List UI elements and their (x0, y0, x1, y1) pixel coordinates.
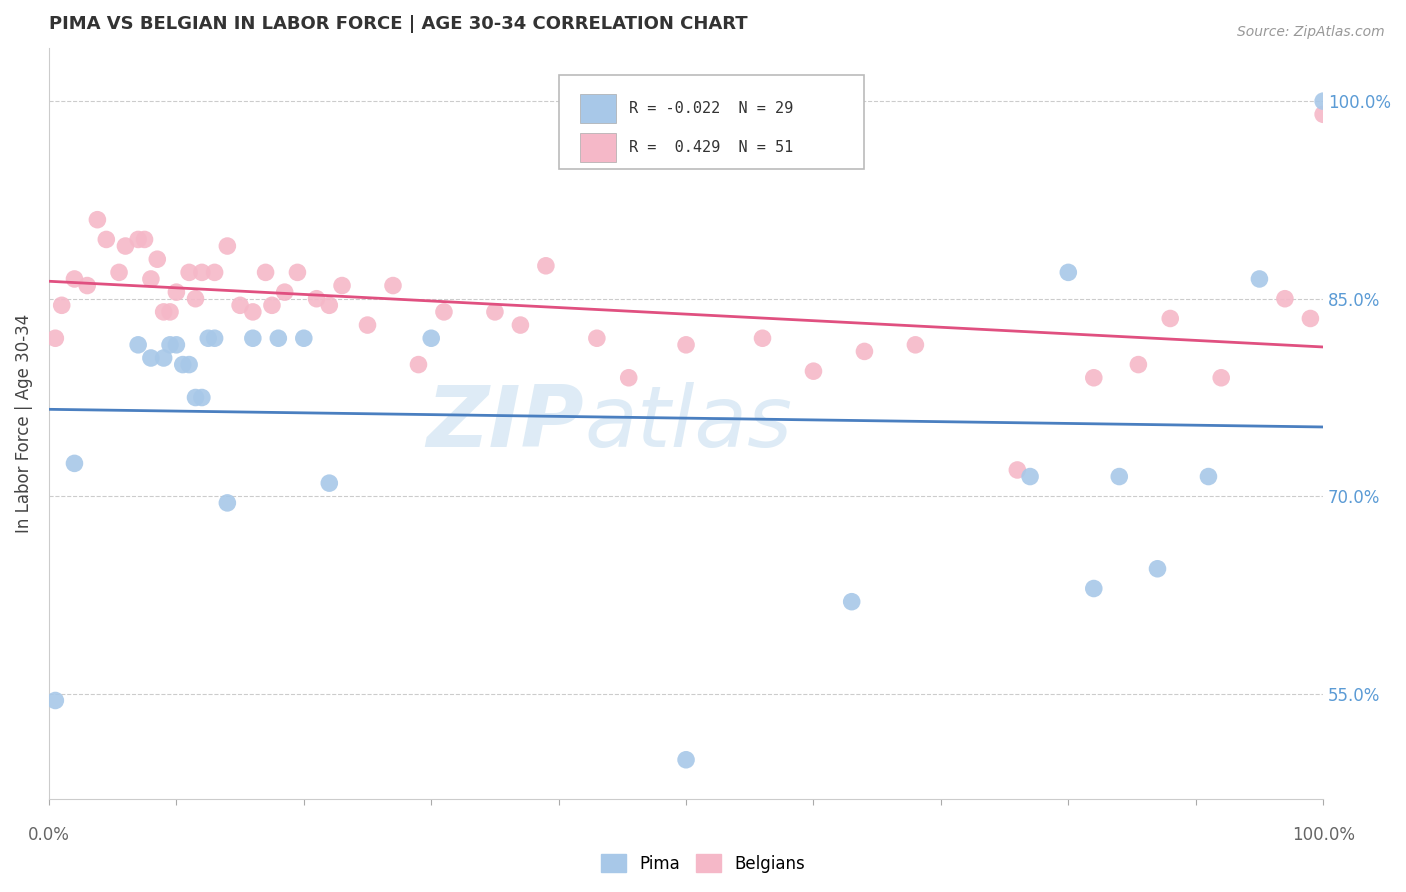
Point (1019, 469, 1042, 483)
Point (114, 239, 136, 253)
Text: PIMA VS BELGIAN IN LABOR FORCE | AGE 30-34 CORRELATION CHART: PIMA VS BELGIAN IN LABOR FORCE | AGE 30-… (49, 15, 748, 33)
Point (408, 358, 430, 372)
Point (217, 239, 239, 253)
Point (96, 232, 118, 246)
Point (1083, 582, 1105, 596)
Point (1128, 358, 1150, 372)
Point (242, 305, 264, 319)
Point (751, 331, 773, 345)
Point (1312, 107, 1334, 121)
Point (1108, 469, 1130, 483)
Point (1299, 311, 1322, 326)
Point (127, 338, 149, 352)
Point (172, 358, 194, 372)
Point (420, 331, 443, 345)
Point (179, 265, 201, 279)
Point (509, 318, 531, 332)
Point (44, 331, 66, 345)
Point (287, 265, 309, 279)
Point (134, 232, 156, 246)
Point (217, 496, 239, 510)
Text: Source: ZipAtlas.com: Source: ZipAtlas.com (1237, 25, 1385, 39)
Point (146, 252, 169, 267)
Point (204, 265, 226, 279)
Point (159, 338, 181, 352)
Point (433, 305, 456, 319)
Legend: Pima, Belgians: Pima, Belgians (593, 847, 813, 880)
Point (184, 292, 207, 306)
Point (273, 285, 295, 300)
Point (356, 318, 378, 332)
Point (51, 298, 73, 312)
Point (330, 278, 353, 293)
Point (292, 331, 315, 345)
Text: 100.0%: 100.0% (1292, 826, 1354, 844)
Point (382, 278, 405, 293)
Point (76, 278, 98, 293)
Point (675, 753, 697, 767)
Point (803, 364, 825, 378)
Point (165, 285, 187, 300)
Point (242, 331, 264, 345)
Point (267, 331, 290, 345)
Point (841, 595, 863, 609)
Text: ZIP: ZIP (426, 383, 583, 466)
Text: atlas: atlas (583, 383, 792, 466)
Point (904, 338, 927, 352)
Y-axis label: In Labor Force | Age 30-34: In Labor Force | Age 30-34 (15, 314, 32, 533)
FancyBboxPatch shape (558, 75, 865, 169)
Point (204, 331, 226, 345)
Point (159, 305, 181, 319)
Point (484, 305, 506, 319)
Point (1057, 265, 1080, 279)
Point (165, 338, 187, 352)
Point (1159, 311, 1181, 326)
Point (318, 476, 340, 491)
Point (63, 456, 86, 470)
FancyBboxPatch shape (581, 133, 616, 161)
Point (139, 272, 162, 286)
Point (586, 331, 609, 345)
Point (617, 370, 640, 384)
Point (191, 391, 214, 405)
Point (1312, 94, 1334, 108)
Point (1146, 562, 1168, 576)
Point (534, 259, 557, 273)
Point (197, 331, 219, 345)
Point (675, 338, 697, 352)
Point (254, 265, 277, 279)
Point (1083, 370, 1105, 384)
Point (318, 298, 340, 312)
Point (63, 272, 86, 286)
Point (184, 391, 207, 405)
Point (1198, 469, 1220, 483)
Point (229, 298, 252, 312)
Point (191, 265, 214, 279)
Text: 0.0%: 0.0% (28, 826, 70, 844)
Point (260, 298, 283, 312)
Point (305, 292, 328, 306)
Point (108, 265, 131, 279)
Point (1007, 463, 1029, 477)
Point (86, 212, 108, 227)
Point (152, 305, 174, 319)
Point (152, 351, 174, 365)
FancyBboxPatch shape (581, 95, 616, 123)
Point (139, 351, 162, 365)
Point (853, 344, 876, 359)
Text: R = -0.022  N = 29: R = -0.022 N = 29 (628, 101, 793, 116)
Point (179, 358, 201, 372)
Point (1274, 292, 1296, 306)
Point (1249, 272, 1271, 286)
Text: R =  0.429  N = 51: R = 0.429 N = 51 (628, 140, 793, 155)
Point (44, 693, 66, 707)
Point (1211, 370, 1233, 384)
Point (127, 232, 149, 246)
